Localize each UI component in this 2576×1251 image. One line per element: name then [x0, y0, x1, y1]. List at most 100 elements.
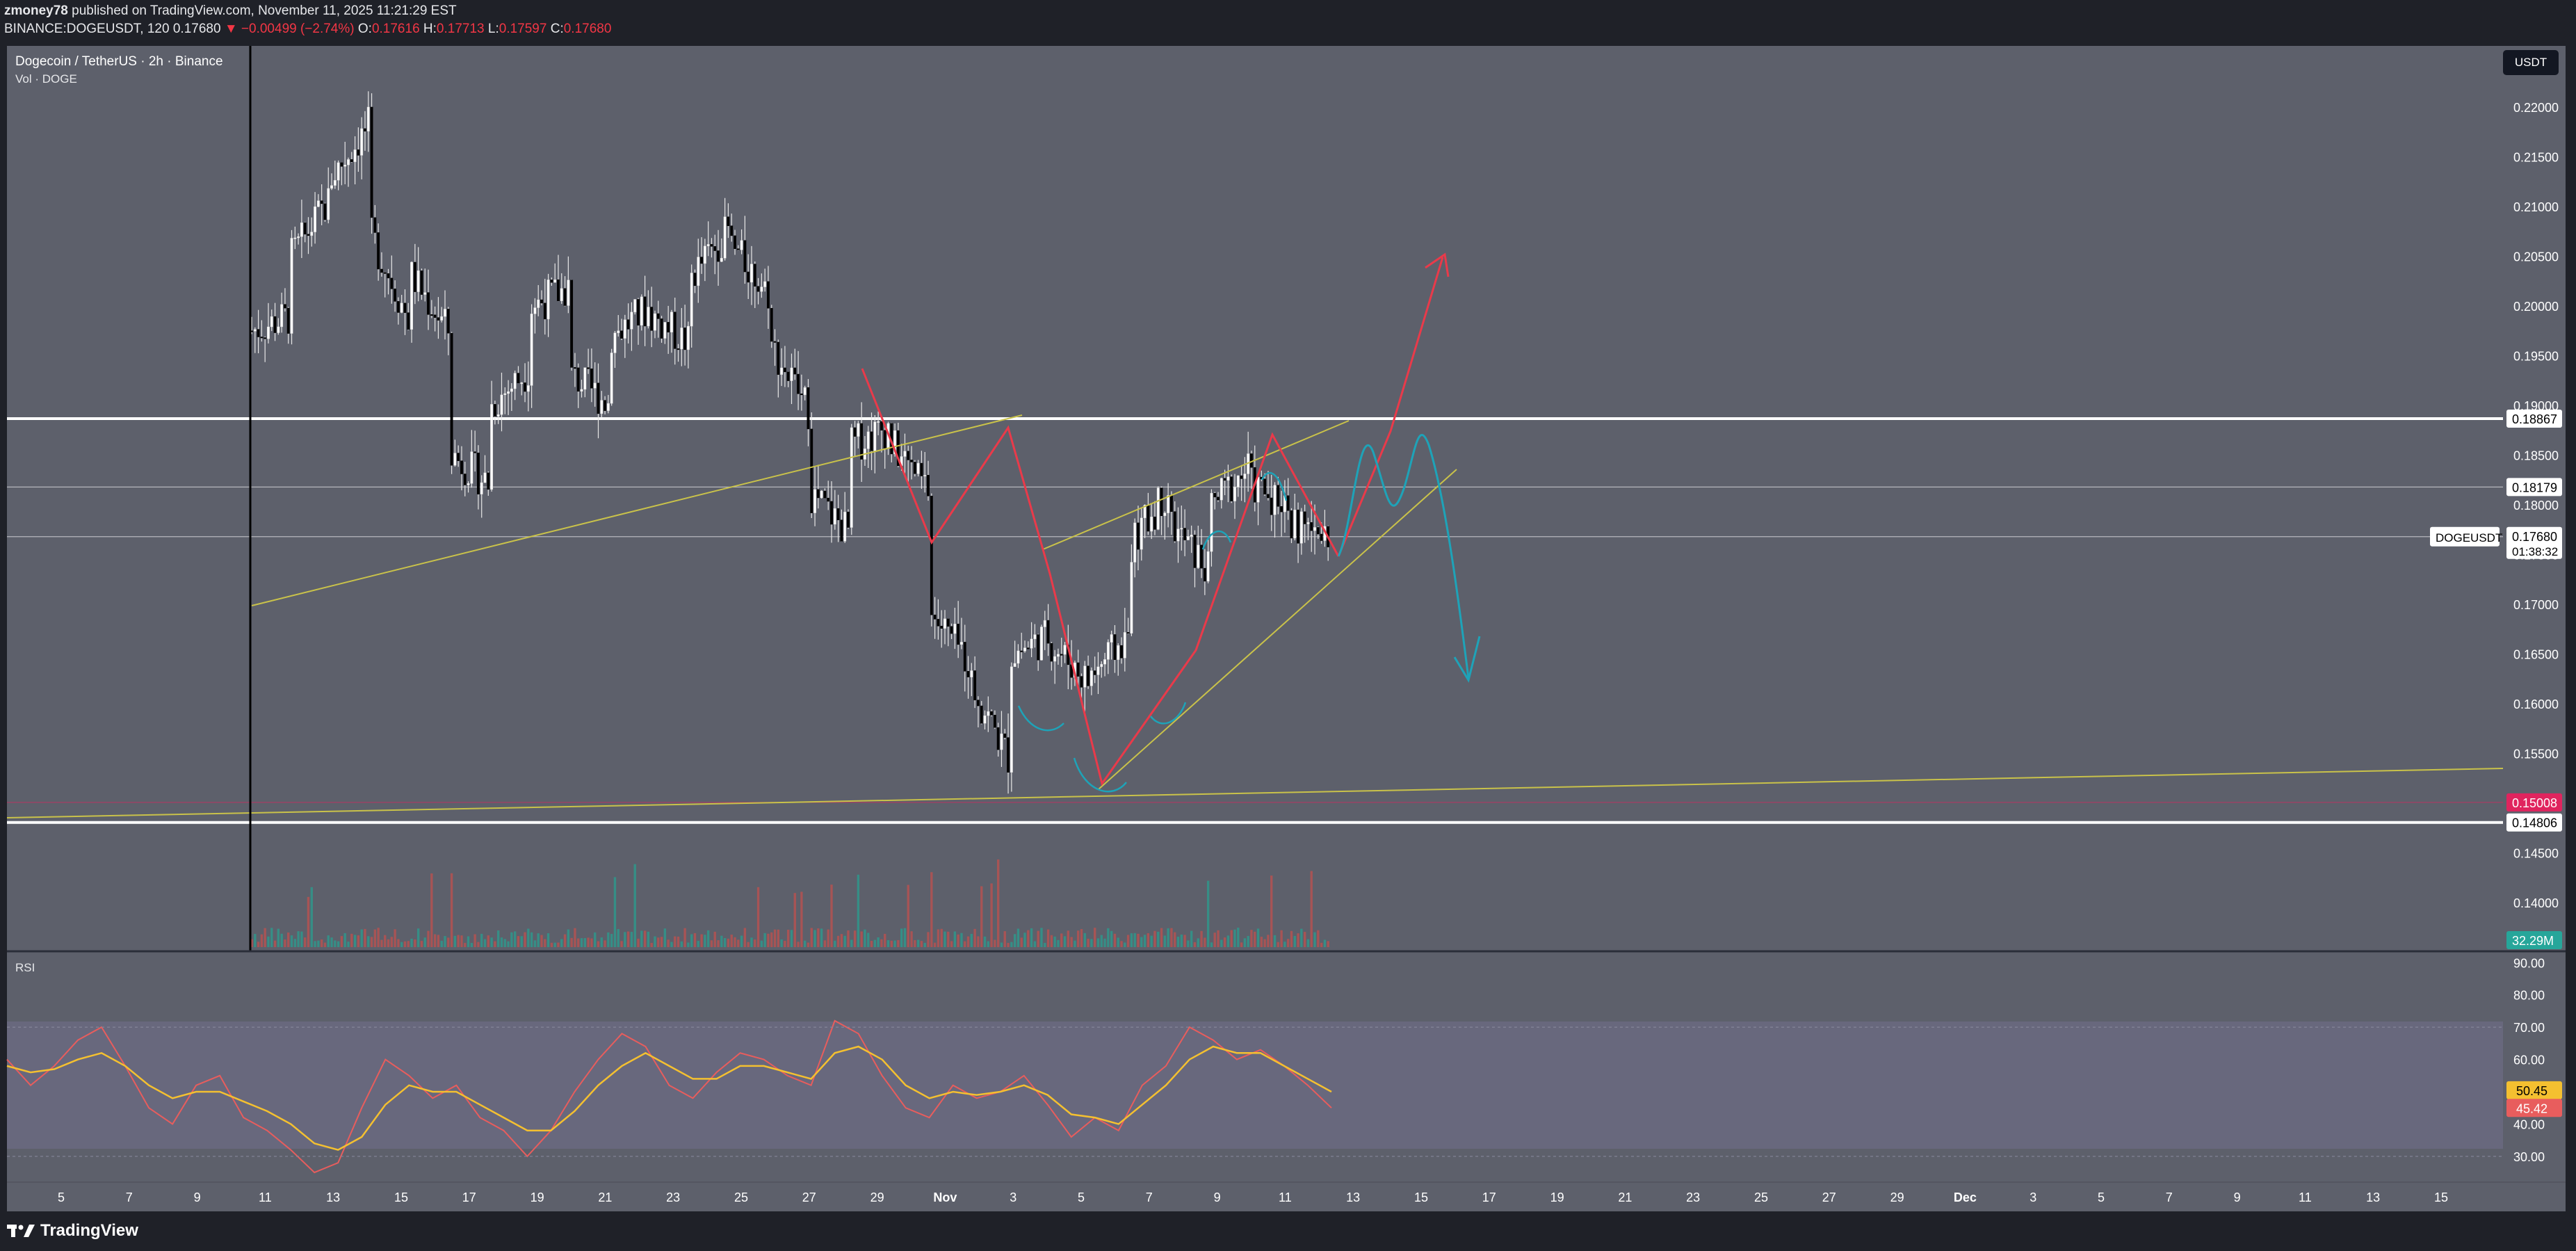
rsi-ma-tag: 50.45 — [2516, 1084, 2547, 1098]
volume-bar — [857, 874, 860, 947]
symbol-tag-bg — [2430, 526, 2500, 547]
candle-body — [394, 289, 397, 302]
currency-button[interactable]: USDT — [2503, 50, 2559, 75]
candle-body — [1000, 733, 1003, 750]
base-support-line — [6, 768, 2504, 818]
volume-bar — [427, 930, 430, 947]
volume-bar — [897, 939, 900, 947]
candle-body — [1133, 522, 1137, 563]
volume-bar — [880, 939, 883, 947]
volume-bar — [990, 883, 993, 947]
long-trendline — [251, 414, 1023, 606]
candle-body — [903, 451, 907, 457]
time-tick: 13 — [2366, 1191, 2380, 1204]
chart-frame[interactable] — [7, 46, 2566, 1211]
volume-bar — [1040, 928, 1043, 947]
volume-bar — [1277, 942, 1279, 947]
candle-body — [847, 511, 850, 528]
candle-body — [1050, 643, 1053, 662]
time-axis: 5 7 9 11 13 15 17 19 21 23 25 27 29 Nov 3 5 7 9 11 13 15 17 19… — [58, 1191, 2448, 1204]
volume-bar — [420, 941, 423, 947]
candle-body — [750, 264, 753, 283]
volume-bar — [693, 933, 697, 947]
candle-body — [574, 367, 576, 369]
candle-body — [996, 727, 1000, 750]
candle-body — [453, 453, 457, 466]
candle-body — [576, 367, 580, 392]
volume-bar — [683, 928, 686, 947]
candle-body — [284, 304, 286, 309]
annotations — [6, 252, 2504, 818]
volume-bar — [467, 936, 470, 947]
horizontal-levels — [7, 417, 2503, 824]
volume-bar — [1074, 940, 1076, 947]
volume-bar — [864, 929, 866, 947]
volume-bar — [544, 939, 546, 947]
volume-bar — [690, 934, 693, 947]
volume-bar — [680, 941, 683, 947]
candle-body — [1313, 527, 1316, 531]
volume-bar — [330, 937, 333, 947]
candle-body — [1089, 670, 1093, 686]
candle-body — [1063, 645, 1067, 655]
volume-bar — [447, 937, 450, 947]
tradingview-footer[interactable]: TradingView — [7, 1217, 138, 1245]
level-tag-bg — [2506, 410, 2562, 428]
symbol-title[interactable]: Dogecoin / TetherUS · 2h · Binance — [15, 54, 223, 69]
volume-bar — [847, 930, 850, 947]
down-triangle-icon: ▼ — [224, 22, 238, 36]
candle-body — [1270, 497, 1273, 515]
candle-body — [730, 225, 734, 236]
candle-body — [253, 329, 257, 332]
volume-bar — [907, 885, 909, 947]
time-tick: 9 — [1214, 1191, 1221, 1204]
volume-bar — [1133, 933, 1136, 947]
candle-body — [1033, 634, 1037, 640]
volume-bar — [480, 933, 483, 947]
volume-bar — [403, 941, 407, 947]
volume-bar — [877, 937, 880, 947]
volume-legend[interactable]: Vol · DOGE — [15, 72, 77, 86]
volume-bar — [1240, 942, 1243, 947]
author-name[interactable]: zmoney78 — [4, 3, 68, 18]
volume-bar — [337, 941, 340, 947]
volume-bar — [1124, 942, 1126, 947]
candle-body — [1046, 620, 1050, 644]
time-tick: 7 — [126, 1191, 133, 1204]
volume-bar — [517, 936, 520, 947]
candle-body — [960, 642, 963, 645]
candle-body — [347, 159, 350, 166]
volume-bar — [730, 935, 733, 947]
volume-bar — [387, 939, 390, 947]
time-tick: 29 — [1890, 1191, 1904, 1204]
volume-bar — [287, 933, 290, 947]
volume-bar — [820, 928, 823, 947]
volume-bar — [1243, 938, 1247, 947]
volume-bar — [1320, 942, 1323, 947]
volume-bar — [310, 887, 313, 947]
candle-body — [647, 307, 650, 327]
time-tick: 3 — [2030, 1191, 2036, 1204]
volume-bar — [1030, 928, 1033, 947]
candle-body — [1013, 663, 1016, 667]
candle-body — [293, 237, 297, 239]
candle-body — [927, 475, 930, 497]
candle-body — [1293, 509, 1297, 539]
time-tick: 23 — [666, 1191, 680, 1204]
volume-bar — [273, 940, 277, 947]
volume-bar — [704, 935, 706, 947]
candle-body — [1220, 478, 1223, 501]
candle-body — [553, 279, 557, 283]
candle-body — [303, 223, 307, 235]
candle-body — [700, 257, 704, 264]
candle-body — [570, 280, 574, 368]
volume-bar — [1087, 938, 1089, 947]
volume-bar — [950, 941, 953, 947]
volume-bar — [494, 941, 496, 947]
rsi-legend[interactable]: RSI — [15, 961, 35, 974]
candle-body — [380, 268, 383, 273]
volume-bar — [836, 935, 840, 947]
volume-bar — [977, 936, 980, 947]
volume-bar — [284, 939, 286, 947]
